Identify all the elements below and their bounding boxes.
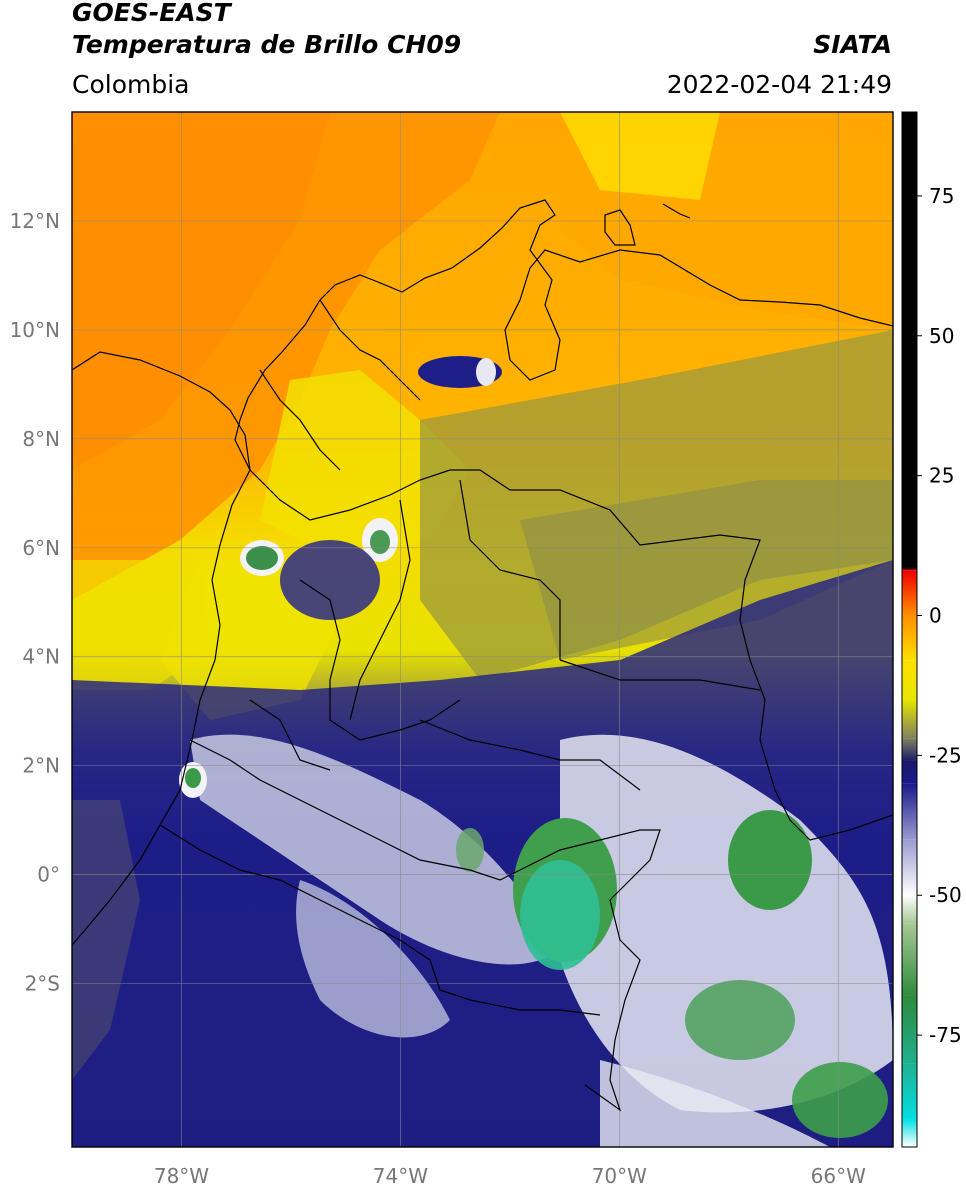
satellite-title: GOES-EAST (72, 0, 231, 27)
product-title: Temperatura de Brillo CH09 (72, 30, 462, 59)
latitude-tick-label: 12°N (10, 209, 60, 233)
colorbar-segment (902, 895, 917, 924)
colorbar-segment (902, 699, 917, 739)
map-frame (71, 111, 894, 1148)
longitude-tick-label: 70°W (592, 1164, 647, 1188)
colorbar-frame (901, 111, 918, 1148)
latitude-tick-label: 2°N (22, 754, 60, 778)
colorbar-segment (902, 839, 917, 896)
colorbar: 75 50 25 0 -25 -50 -75 (901, 111, 962, 1148)
colorbar-segment (902, 615, 917, 661)
colorbar-segment (902, 923, 917, 996)
colorbar-tick-label: 75 (929, 184, 954, 208)
graticule (72, 112, 893, 1147)
colorbar-tick-label: 25 (929, 464, 954, 488)
satellite-imagery (72, 112, 893, 1147)
colorbar-tick-label: -50 (929, 883, 962, 907)
longitude-tick-label: 78°W (154, 1164, 209, 1188)
longitude-tick-label: 74°W (373, 1164, 428, 1188)
colorbar-segment (902, 570, 917, 616)
latitude-tick-label: 4°N (22, 645, 60, 669)
latitude-tick-label: 2°S (25, 972, 60, 996)
colorbar-segment (902, 995, 917, 1064)
colorbar-tick-label: 0 (929, 604, 942, 628)
timestamp-label: 2022-02-04 21:49 (666, 70, 892, 99)
colorbar-segment (902, 738, 917, 761)
colorbar-segment (902, 567, 917, 571)
longitude-tick-label: 66°W (811, 1164, 866, 1188)
colorbar-segment (902, 1119, 917, 1147)
colorbar-segment (902, 783, 917, 840)
colorbar-tick-label: -75 (929, 1023, 962, 1047)
country-borders (72, 199, 893, 1112)
longitude-ticks: 78°W 74°W 70°W 66°W (154, 1164, 866, 1188)
region-label: Colombia (72, 70, 190, 99)
colorbar-segment (902, 112, 917, 568)
organization-label: SIATA (813, 30, 892, 59)
latitude-ticks: 12°N 10°N 8°N 6°N 4°N 2°N 0° 2°S (10, 209, 60, 996)
colorbar-segment (902, 760, 917, 784)
colorbar-tick-label: -25 (929, 743, 962, 767)
latitude-tick-label: 6°N (22, 536, 60, 560)
latitude-tick-label: 0° (37, 863, 60, 887)
colorbar-segment (902, 660, 917, 700)
latitude-tick-label: 10°N (10, 318, 60, 342)
colorbar-segment (902, 1063, 917, 1120)
latitude-tick-label: 8°N (22, 427, 60, 451)
colorbar-tick-label: 50 (929, 324, 954, 348)
